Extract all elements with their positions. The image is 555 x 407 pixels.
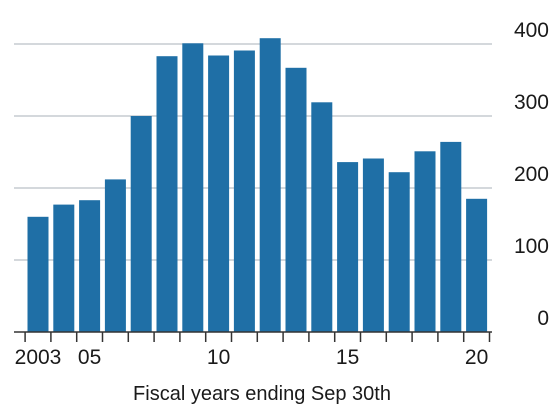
bar-2010 bbox=[208, 55, 230, 332]
x-tick-label-2020: 20 bbox=[465, 346, 488, 369]
bar-2019 bbox=[440, 141, 462, 332]
bar-2008 bbox=[156, 56, 178, 332]
bar-2016 bbox=[362, 158, 384, 332]
x-axis-label: Fiscal years ending Sep 30th bbox=[133, 383, 391, 405]
bar-2004 bbox=[53, 204, 75, 332]
x-tick-label-2010: 10 bbox=[207, 346, 230, 369]
y-tick-label: 200 bbox=[514, 163, 549, 186]
x-tick-label-2015: 15 bbox=[336, 346, 359, 369]
y-tick-label: 100 bbox=[514, 235, 549, 258]
x-ticks bbox=[24, 332, 491, 342]
x-tick-label-2005: 05 bbox=[78, 346, 101, 369]
bar-2005 bbox=[79, 200, 101, 332]
y-tick-label: 300 bbox=[514, 91, 549, 114]
bar-2020 bbox=[466, 198, 488, 332]
x-tick-label-2003: 2003 bbox=[15, 346, 62, 369]
bar-2014 bbox=[311, 102, 333, 332]
bar-2007 bbox=[130, 116, 152, 332]
bar-2015 bbox=[337, 162, 359, 332]
x-tick-labels: 2003 05 10 15 20 bbox=[15, 346, 489, 369]
y-tick-label: 0 bbox=[537, 307, 549, 330]
y-tick-label: 400 bbox=[514, 19, 549, 42]
bar-2003 bbox=[27, 216, 49, 332]
bar-2009 bbox=[182, 43, 204, 333]
bar-2012 bbox=[259, 38, 281, 332]
bar-2018 bbox=[414, 151, 436, 332]
bar-2013 bbox=[285, 67, 307, 333]
bar-2006 bbox=[104, 179, 126, 332]
bars bbox=[27, 38, 488, 333]
bar-2017 bbox=[388, 172, 410, 332]
y-tick-labels: 0 100 200 300 400 bbox=[514, 19, 549, 330]
bar-2011 bbox=[233, 50, 255, 332]
